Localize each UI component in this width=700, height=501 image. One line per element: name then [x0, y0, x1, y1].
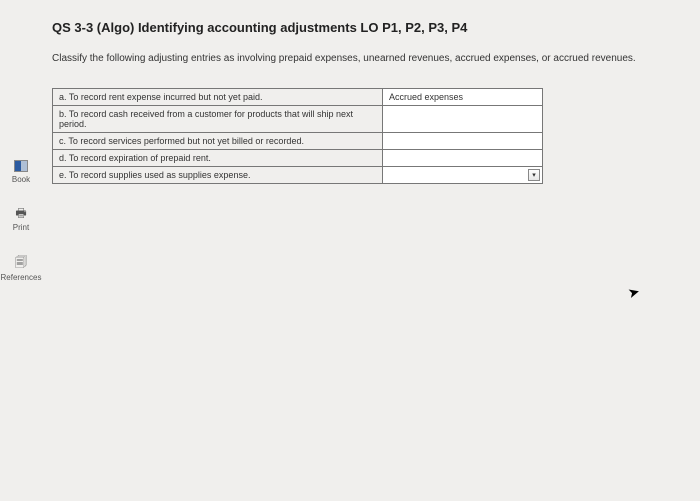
table-row: c. To record services performed but not … — [53, 133, 543, 150]
row-description: a. To record rent expense incurred but n… — [53, 89, 383, 106]
mouse-cursor-icon: ➤ — [626, 283, 642, 302]
table-row: b. To record cash received from a custom… — [53, 106, 543, 133]
references-icon: 🗐 — [14, 256, 28, 270]
row-description: e. To record supplies used as supplies e… — [53, 167, 383, 184]
table-row: a. To record rent expense incurred but n… — [53, 89, 543, 106]
row-description: d. To record expiration of prepaid rent. — [53, 150, 383, 167]
sidebar-item-label: Print — [13, 223, 29, 232]
answer-dropdown[interactable]: ▾ — [383, 167, 543, 184]
sidebar-item-references[interactable]: 🗐 References — [1, 256, 42, 282]
row-description: b. To record cash received from a custom… — [53, 106, 383, 133]
question-title: QS 3-3 (Algo) Identifying accounting adj… — [52, 20, 690, 35]
table-row: e. To record supplies used as supplies e… — [53, 167, 543, 184]
sidebar-item-label: References — [1, 273, 42, 282]
answer-dropdown[interactable] — [383, 133, 543, 150]
sidebar-item-label: Book — [12, 175, 30, 184]
table-row: d. To record expiration of prepaid rent. — [53, 150, 543, 167]
chevron-down-icon[interactable]: ▾ — [528, 169, 540, 181]
question-table: a. To record rent expense incurred but n… — [52, 88, 543, 184]
answer-value: Accrued expenses — [389, 92, 463, 102]
sidebar-item-book[interactable]: Book — [12, 160, 30, 184]
answer-dropdown[interactable] — [383, 106, 543, 133]
row-description: c. To record services performed but not … — [53, 133, 383, 150]
book-icon — [14, 160, 28, 172]
answer-dropdown[interactable] — [383, 150, 543, 167]
print-icon: 🖶 — [14, 208, 28, 220]
sidebar-item-print[interactable]: 🖶 Print — [13, 208, 29, 232]
answer-dropdown[interactable]: Accrued expenses — [383, 89, 543, 106]
sidebar: Book 🖶 Print 🗐 References — [0, 0, 42, 501]
content-area: QS 3-3 (Algo) Identifying accounting adj… — [42, 0, 700, 194]
question-instruction: Classify the following adjusting entries… — [52, 53, 690, 64]
